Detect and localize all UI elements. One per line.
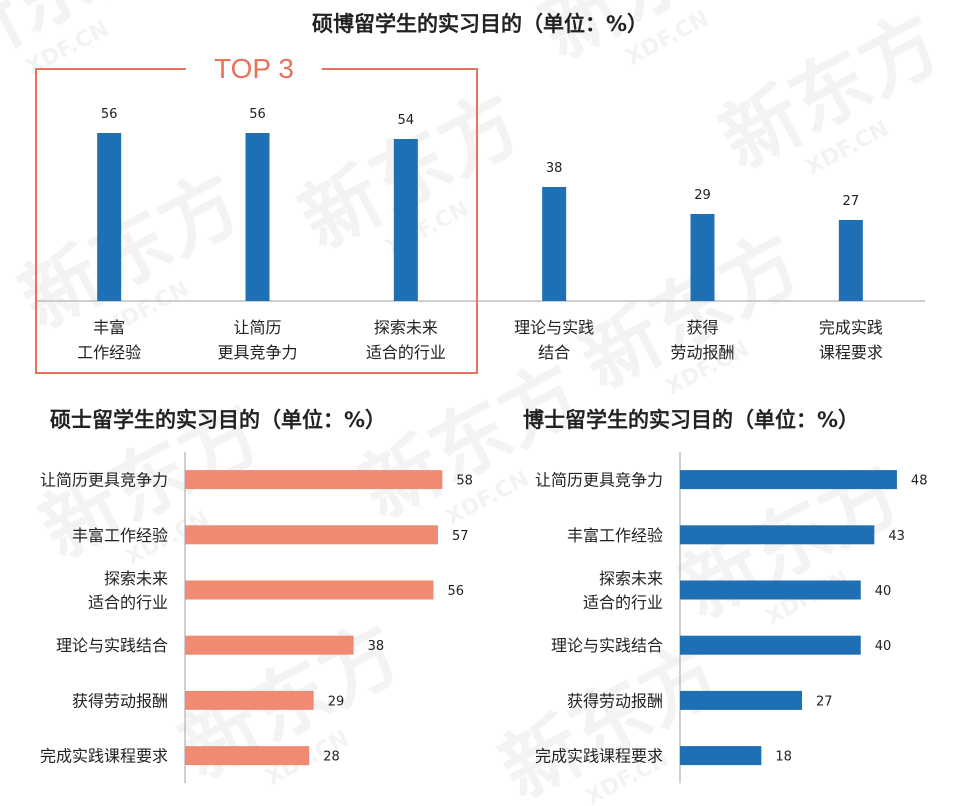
chart1-bar	[393, 139, 418, 301]
chart2-bar	[185, 746, 310, 766]
top3-label: TOP 3	[186, 50, 322, 88]
chart1-data-label: 38	[546, 161, 563, 176]
chart3-bar	[680, 690, 803, 710]
chart2-category-label: 理论与实践结合	[56, 636, 168, 655]
chart3-category-label: 丰富工作经验	[567, 526, 663, 545]
chart1-category-label: 结合	[538, 343, 570, 362]
chart3-title: 博士留学生的实习目的（单位：%）	[523, 408, 860, 432]
chart3-category-label: 让简历更具竞争力	[535, 471, 663, 490]
chart2-category-label: 探索未来	[104, 569, 168, 588]
chart1-category-label: 工作经验	[77, 343, 141, 362]
chart2-title: 硕士留学生的实习目的（单位：%）	[50, 408, 387, 432]
chart2-category-label: 完成实践课程要求	[40, 747, 168, 766]
chart3-bar	[680, 580, 861, 600]
chart1-data-label: 54	[398, 113, 415, 128]
chart3-bar	[680, 525, 875, 545]
chart1-data-label: 27	[843, 194, 860, 209]
chart2-bar	[185, 470, 443, 490]
chart1-bar	[838, 220, 863, 301]
chart1-data-label: 56	[249, 107, 266, 122]
chart2-category-label: 让简历更具竞争力	[40, 471, 168, 490]
chart2-data-label: 38	[368, 639, 385, 654]
chart2-bar	[185, 580, 434, 600]
chart3-data-label: 40	[875, 584, 892, 599]
chart3-bar	[680, 635, 861, 655]
chart2-bar	[185, 635, 354, 655]
chart3-data-label: 18	[775, 750, 792, 765]
chart3-category-label: 适合的行业	[583, 593, 663, 612]
chart1-data-label: 56	[101, 107, 118, 122]
chart2-data-label: 56	[448, 584, 465, 599]
chart1-bar	[97, 133, 122, 301]
chart1-bar	[245, 133, 270, 301]
chart3-bar	[680, 470, 897, 490]
chart3-data-label: 48	[911, 474, 928, 489]
chart3-category-label: 理论与实践结合	[551, 636, 663, 655]
chart3-bar	[680, 746, 762, 766]
chart3-category-label: 完成实践课程要求	[535, 747, 663, 766]
chart2-data-label: 29	[328, 694, 345, 709]
chart1-category-label: 让简历	[233, 318, 281, 337]
chart1-category-label: 课程要求	[819, 343, 883, 362]
chart2-data-label: 58	[456, 474, 473, 489]
chart2-data-label: 28	[323, 750, 340, 765]
chart1-category-label: 丰富	[93, 318, 125, 337]
chart1-category-label: 探索未来	[374, 318, 438, 337]
chart1-category-label: 理论与实践	[514, 318, 594, 337]
chart1-category-label: 适合的行业	[366, 343, 446, 362]
chart1-title: 硕博留学生的实习目的（单位：%）	[311, 12, 649, 36]
chart1-category-label: 更具竞争力	[217, 343, 297, 362]
chart1-category-label: 完成实践	[819, 318, 883, 337]
chart2-category-label: 获得劳动报酬	[72, 691, 168, 710]
chart2-data-label: 57	[452, 529, 469, 544]
chart1-data-label: 29	[694, 188, 711, 203]
chart3-category-label: 获得劳动报酬	[567, 691, 663, 710]
chart2-bar	[185, 690, 314, 710]
chart3-data-label: 43	[888, 529, 905, 544]
chart1-category-label: 获得	[686, 318, 718, 337]
chart3-data-label: 27	[816, 694, 833, 709]
chart1-bar	[542, 187, 567, 301]
chart1-category-label: 劳动报酬	[670, 343, 734, 362]
chart3-data-label: 40	[875, 639, 892, 654]
chart2-bar	[185, 525, 438, 545]
chart2-category-label: 适合的行业	[88, 593, 168, 612]
chart3-category-label: 探索未来	[599, 569, 663, 588]
chart1-bar	[690, 214, 715, 301]
chart2-category-label: 丰富工作经验	[72, 526, 168, 545]
